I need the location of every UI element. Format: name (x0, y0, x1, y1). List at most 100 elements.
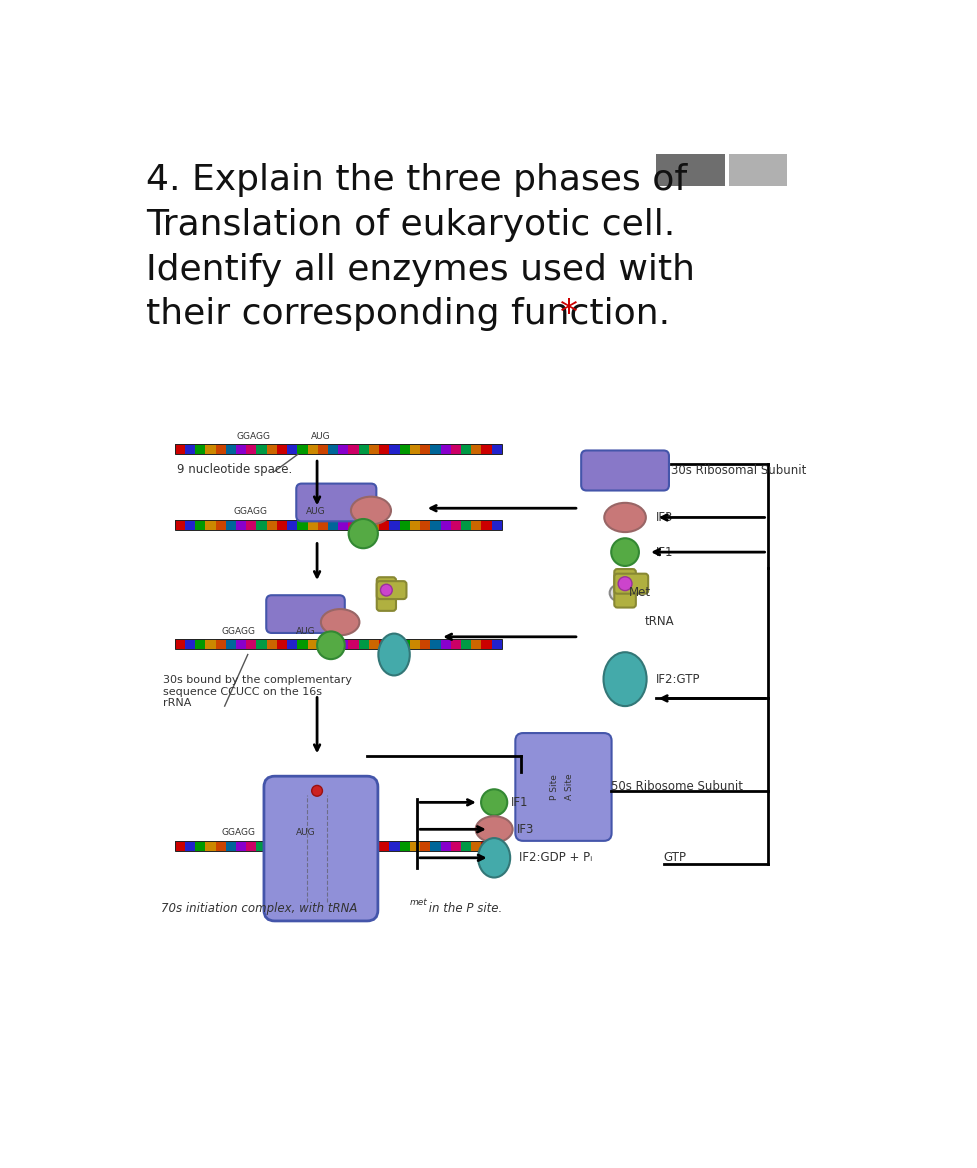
Bar (185, 520, 195, 530)
Bar (471, 841, 482, 850)
Bar (216, 639, 226, 649)
Bar (338, 520, 349, 530)
Bar (338, 841, 349, 850)
Bar (318, 444, 328, 454)
Bar (430, 841, 441, 850)
Bar (328, 520, 338, 530)
Ellipse shape (478, 839, 510, 877)
Text: tRNA: tRNA (644, 614, 674, 628)
Ellipse shape (605, 503, 646, 533)
Bar (175, 520, 502, 530)
Bar (359, 520, 369, 530)
Text: AUG: AUG (306, 507, 325, 516)
Bar (369, 841, 379, 850)
Bar (461, 520, 471, 530)
Text: 9 nucleotide space.: 9 nucleotide space. (177, 463, 292, 475)
Bar (205, 841, 216, 850)
Bar (205, 520, 216, 530)
Bar (205, 639, 216, 649)
Bar (297, 639, 308, 649)
Bar (359, 639, 369, 649)
Bar (328, 841, 338, 850)
FancyBboxPatch shape (264, 777, 378, 920)
Bar (430, 639, 441, 649)
Bar (195, 520, 205, 530)
Ellipse shape (476, 816, 513, 842)
Bar (379, 444, 390, 454)
Bar (409, 841, 420, 850)
FancyBboxPatch shape (377, 582, 406, 599)
Ellipse shape (378, 633, 409, 675)
Circle shape (612, 538, 639, 566)
Bar (441, 444, 450, 454)
FancyBboxPatch shape (377, 577, 396, 611)
Bar (420, 639, 430, 649)
Text: in the P site.: in the P site. (425, 903, 502, 916)
Bar (276, 639, 287, 649)
Bar (205, 444, 216, 454)
Text: 70s initiation complex, with tRNA: 70s initiation complex, with tRNA (161, 903, 358, 916)
Bar (328, 639, 338, 649)
Bar (246, 841, 256, 850)
FancyBboxPatch shape (296, 484, 376, 521)
Circle shape (481, 790, 507, 815)
Bar (420, 520, 430, 530)
Bar (297, 841, 308, 850)
Bar (441, 639, 450, 649)
Circle shape (610, 585, 625, 600)
Bar (441, 520, 450, 530)
Bar (216, 520, 226, 530)
Text: IF1: IF1 (656, 545, 673, 558)
Bar (256, 444, 267, 454)
Text: sequence CCUCC on the 16s: sequence CCUCC on the 16s (163, 687, 322, 696)
Bar (175, 841, 502, 850)
Bar (236, 639, 246, 649)
Bar (226, 520, 236, 530)
Bar (349, 639, 359, 649)
Bar (318, 639, 328, 649)
Text: P Site: P Site (550, 774, 559, 800)
Bar (338, 639, 349, 649)
Bar (400, 444, 409, 454)
Bar (491, 444, 502, 454)
Bar (379, 520, 390, 530)
Text: IF2:GDP + Pᵢ: IF2:GDP + Pᵢ (519, 851, 592, 864)
Text: AUG: AUG (311, 432, 331, 442)
Text: *: * (560, 297, 577, 332)
Text: 30s bound by the complementary: 30s bound by the complementary (163, 675, 352, 684)
Bar (420, 444, 430, 454)
Bar (369, 444, 379, 454)
Text: Translation of eukaryotic cell.: Translation of eukaryotic cell. (147, 208, 675, 242)
Bar (656, 154, 725, 187)
Bar (349, 841, 359, 850)
Text: Met: Met (629, 586, 651, 599)
Bar (409, 639, 420, 649)
Bar (256, 520, 267, 530)
Text: GGAGG: GGAGG (237, 432, 271, 442)
Bar (359, 444, 369, 454)
Text: AUG: AUG (296, 627, 316, 635)
Bar (450, 520, 461, 530)
Bar (216, 841, 226, 850)
Bar (318, 520, 328, 530)
Bar (287, 639, 297, 649)
Bar (195, 841, 205, 850)
Text: 30s Ribosomal Subunit: 30s Ribosomal Subunit (671, 464, 807, 477)
Text: GGAGG: GGAGG (234, 507, 267, 516)
Bar (491, 639, 502, 649)
Bar (226, 841, 236, 850)
Bar (328, 444, 338, 454)
Bar (369, 639, 379, 649)
Text: GGAGG: GGAGG (222, 627, 256, 635)
Bar (175, 444, 502, 454)
Bar (236, 444, 246, 454)
FancyBboxPatch shape (267, 596, 345, 633)
Bar (390, 841, 400, 850)
Bar (267, 639, 276, 649)
Bar (246, 520, 256, 530)
Text: rRNA: rRNA (163, 698, 191, 708)
Bar (450, 841, 461, 850)
Bar (400, 841, 409, 850)
Text: met: met (409, 898, 427, 906)
Bar (338, 444, 349, 454)
